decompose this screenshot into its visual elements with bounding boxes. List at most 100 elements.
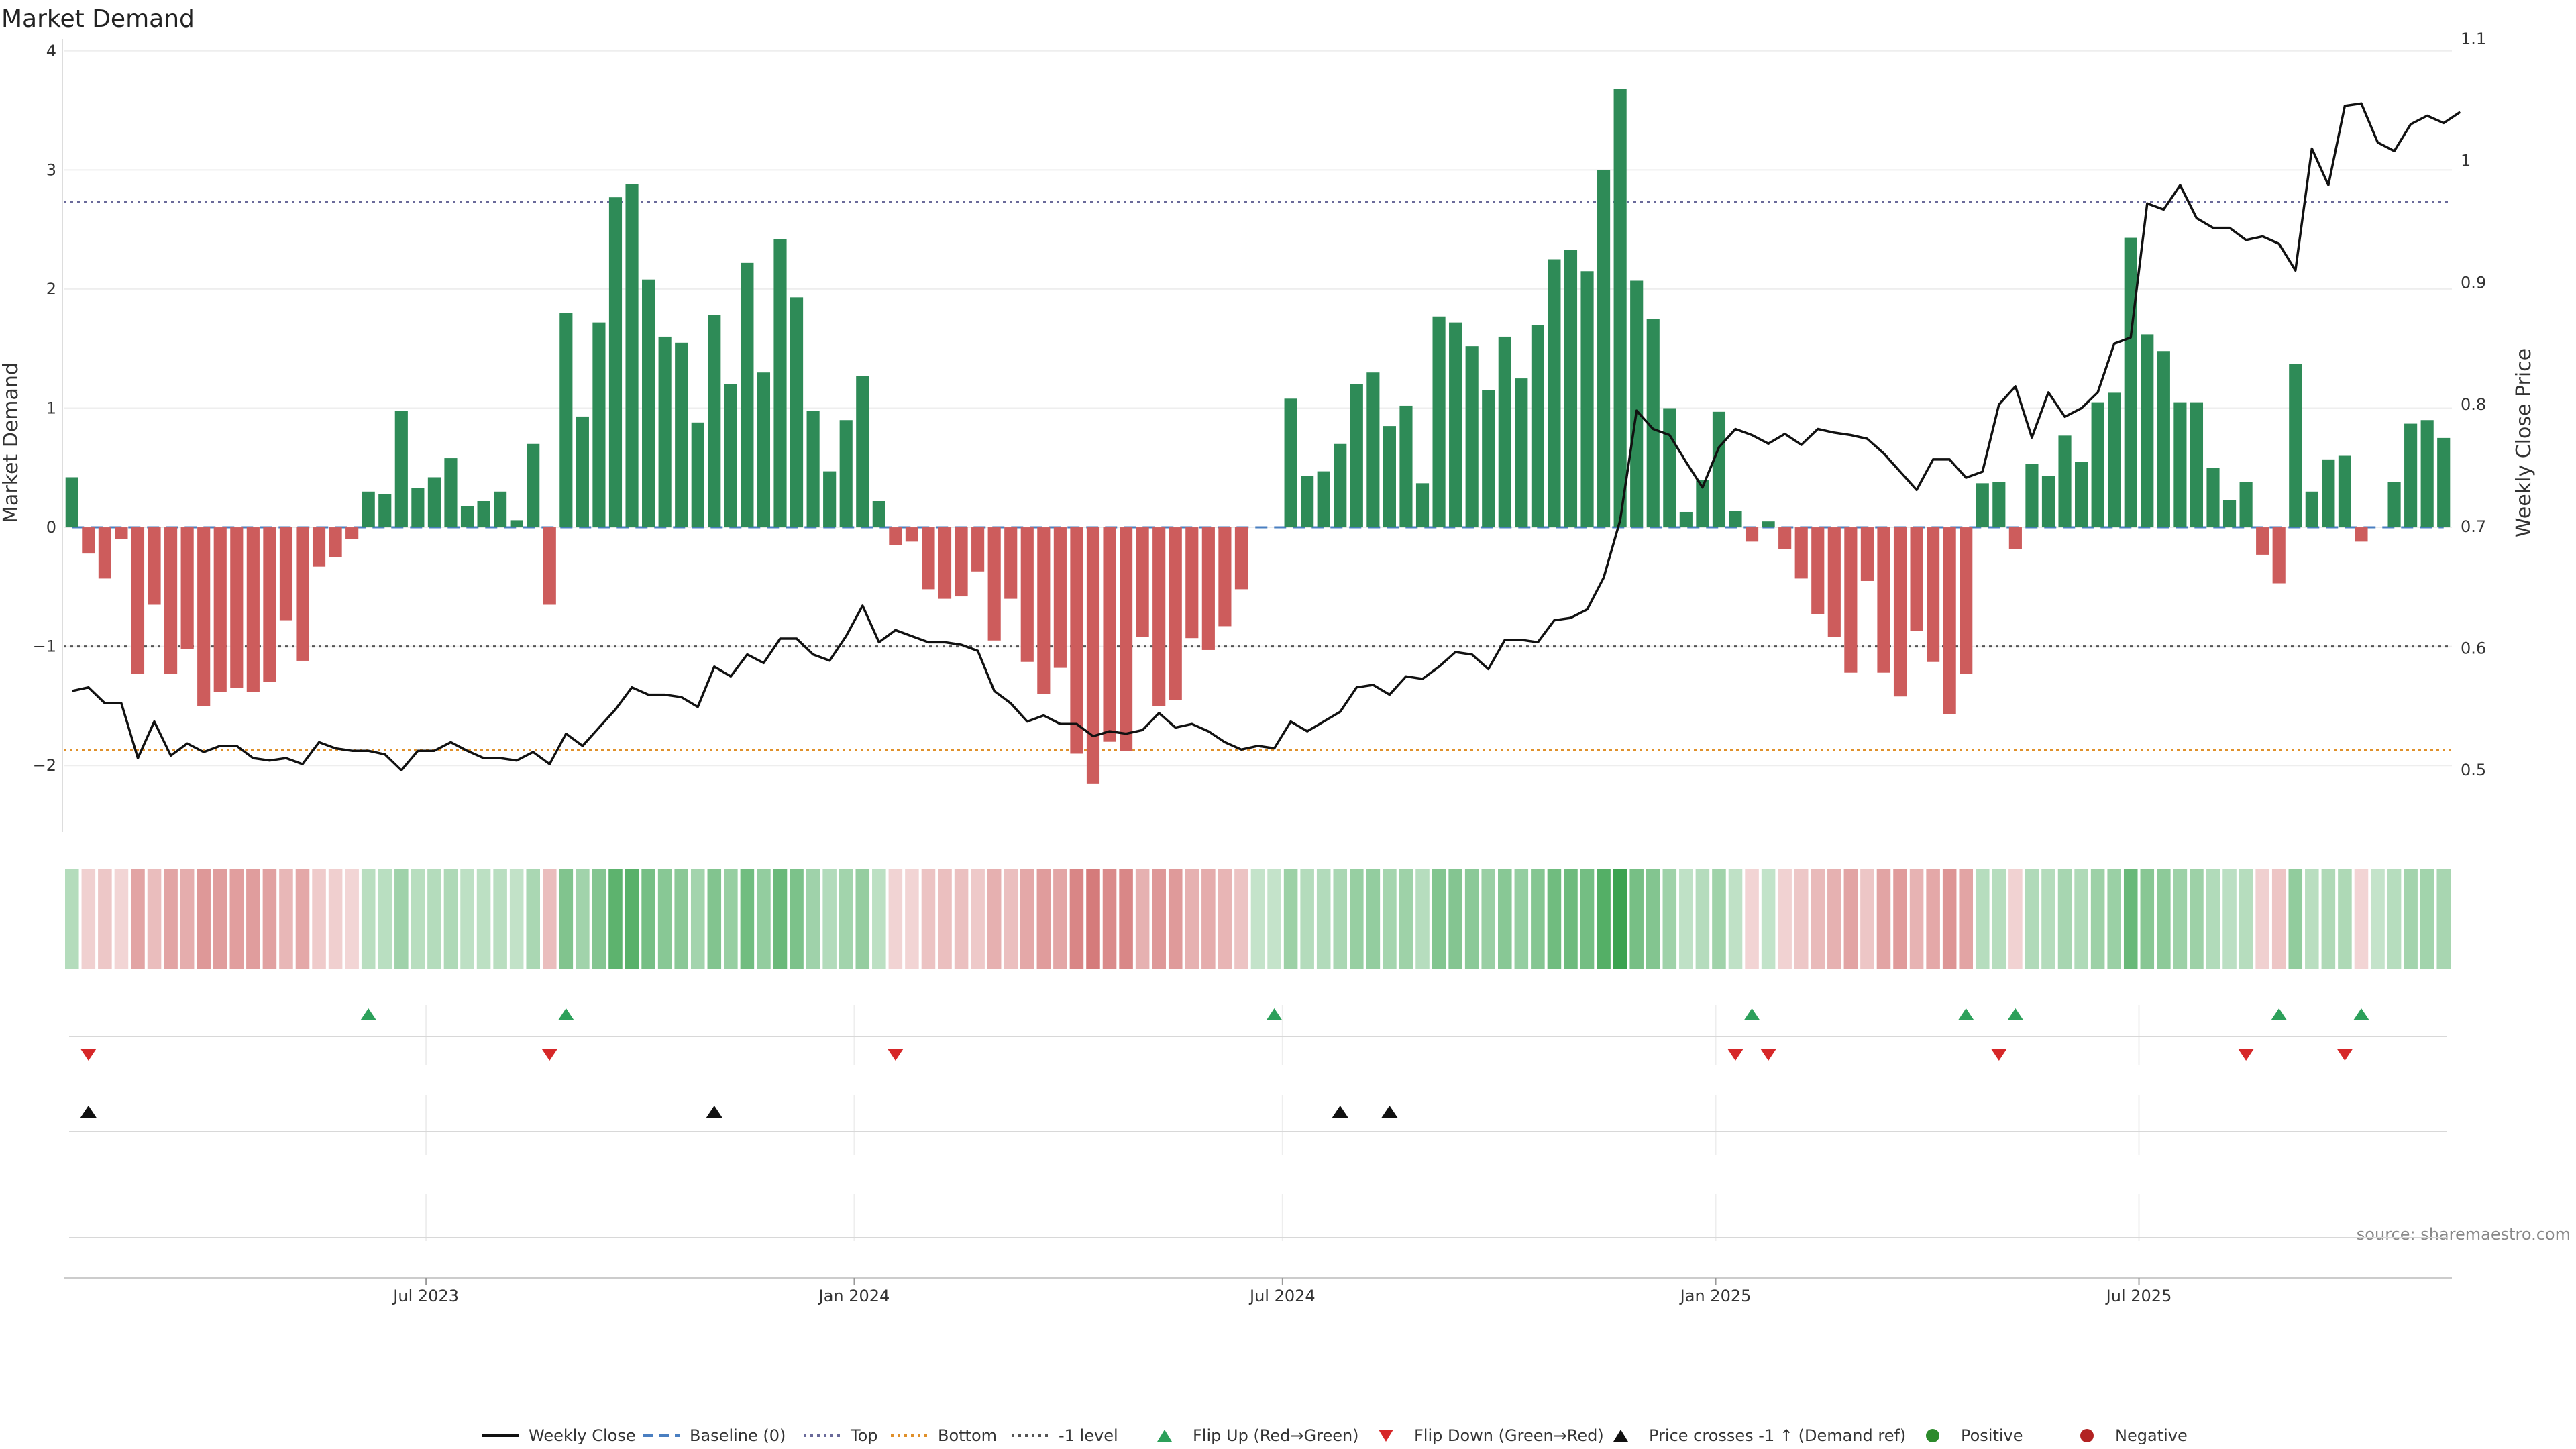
demand-bar bbox=[889, 527, 902, 545]
x-tick-label: Jul 2024 bbox=[1248, 1287, 1316, 1305]
legend-item: Flip Down (Green→Red) bbox=[1379, 1426, 1604, 1445]
demand-bar bbox=[806, 411, 820, 528]
flip-down-marker bbox=[80, 1049, 97, 1061]
demand-bar bbox=[2338, 455, 2351, 528]
heat-cell bbox=[938, 869, 952, 969]
demand-bar bbox=[1317, 471, 1330, 528]
legend-label: Price crosses -1 ↑ (Demand ref) bbox=[1649, 1426, 1906, 1445]
legend-item: Bottom bbox=[891, 1426, 997, 1445]
flip-down-marker bbox=[2238, 1049, 2255, 1061]
heat-cell bbox=[345, 869, 359, 969]
y2-tick-label: 1 bbox=[2461, 152, 2471, 170]
heat-cell bbox=[213, 869, 227, 969]
demand-bar bbox=[1103, 527, 1116, 742]
demand-bar bbox=[955, 527, 968, 597]
heat-cell bbox=[1020, 869, 1034, 969]
flip-up-marker bbox=[1743, 1008, 1760, 1020]
heat-cell bbox=[1794, 869, 1809, 969]
y-tick-label: 1 bbox=[46, 398, 56, 417]
demand-bar bbox=[1548, 259, 1561, 528]
demand-bar bbox=[1350, 384, 1363, 528]
heat-cell bbox=[971, 869, 985, 969]
legend-item: Baseline (0) bbox=[643, 1426, 786, 1445]
heat-cell bbox=[543, 869, 557, 969]
demand-bar bbox=[691, 422, 704, 528]
heat-cell bbox=[2190, 869, 2204, 969]
flip-markers-panel bbox=[69, 1005, 2447, 1065]
demand-bar bbox=[2387, 482, 2401, 528]
heat-cell bbox=[197, 869, 211, 969]
heat-cell bbox=[1893, 869, 1907, 969]
heat-cell bbox=[2173, 869, 2188, 969]
demand-bar bbox=[1465, 346, 1479, 528]
demand-bar bbox=[576, 416, 589, 528]
demand-bar bbox=[460, 506, 474, 528]
heat-cell bbox=[1728, 869, 1743, 969]
heat-cell bbox=[2008, 869, 2023, 969]
demand-bar bbox=[625, 184, 639, 528]
heat-cell bbox=[262, 869, 277, 969]
heat-cell bbox=[1300, 869, 1314, 969]
heat-cell bbox=[724, 869, 738, 969]
demand-bar bbox=[1580, 271, 1594, 528]
heat-cell bbox=[2206, 869, 2220, 969]
heat-cell bbox=[1531, 869, 1545, 969]
demand-bar bbox=[708, 315, 721, 528]
demand-bar bbox=[1564, 250, 1578, 528]
demand-bar bbox=[1613, 89, 1627, 528]
heat-cell bbox=[1119, 869, 1133, 969]
demand-bar bbox=[411, 488, 425, 528]
heat-cell bbox=[443, 869, 458, 969]
heat-cell bbox=[1036, 869, 1051, 969]
heat-cell bbox=[164, 869, 178, 969]
demand-bar bbox=[839, 420, 853, 528]
demand-bar bbox=[2289, 364, 2302, 528]
demand-bar bbox=[2174, 402, 2187, 528]
demand-bar bbox=[345, 527, 359, 539]
heat-cell bbox=[114, 869, 129, 969]
heat-cell bbox=[657, 869, 672, 969]
legend: Weekly Close Baseline (0) Top Bottom -1 leve… bbox=[482, 1426, 2188, 1445]
x-tick-label: Jul 2025 bbox=[2105, 1287, 2172, 1305]
demand-bar bbox=[2141, 334, 2154, 528]
demand-bar bbox=[1927, 527, 1940, 662]
heat-cell bbox=[1333, 869, 1348, 969]
flip-up-marker bbox=[360, 1008, 377, 1020]
demand-bar bbox=[872, 500, 885, 528]
demand-bar bbox=[2124, 237, 2137, 528]
y2-tick-label: 1.1 bbox=[2461, 30, 2486, 48]
demand-bar bbox=[510, 520, 523, 528]
heat-cell bbox=[2288, 869, 2303, 969]
y-tick-label: −2 bbox=[33, 756, 56, 775]
demand-bar bbox=[1811, 527, 1825, 614]
demand-bar bbox=[938, 527, 952, 599]
demand-bar bbox=[2008, 527, 2022, 549]
heat-cell bbox=[1712, 869, 1726, 969]
demand-bar bbox=[922, 527, 935, 590]
demand-bar bbox=[2058, 435, 2072, 528]
heat-cell bbox=[1201, 869, 1216, 969]
heat-cell bbox=[1745, 869, 1759, 969]
source-credit: source: sharemaestro.com bbox=[2357, 1225, 2571, 1244]
heat-cell bbox=[1580, 869, 1595, 969]
legend-item: Weekly Close bbox=[482, 1426, 636, 1445]
heat-cell bbox=[806, 869, 820, 969]
demand-bar bbox=[1070, 527, 1083, 754]
heat-cell bbox=[180, 869, 195, 969]
heat-cell bbox=[2222, 869, 2237, 969]
flip-up-marker bbox=[1957, 1008, 1974, 1020]
demand-heat-strip bbox=[65, 869, 2451, 969]
empty-panel bbox=[69, 1194, 2447, 1241]
heat-cell bbox=[1069, 869, 1084, 969]
demand-bar bbox=[1663, 408, 1676, 528]
y2-axis-label: Weekly Close Price bbox=[2512, 348, 2536, 537]
demand-bar bbox=[527, 443, 540, 528]
heat-cell bbox=[2255, 869, 2269, 969]
heat-cell bbox=[81, 869, 96, 969]
demand-bar bbox=[2041, 476, 2055, 528]
legend-label: Positive bbox=[1961, 1426, 2023, 1445]
demand-bar bbox=[1218, 527, 1232, 627]
demand-bar bbox=[1597, 170, 1611, 528]
heat-cell bbox=[131, 869, 145, 969]
